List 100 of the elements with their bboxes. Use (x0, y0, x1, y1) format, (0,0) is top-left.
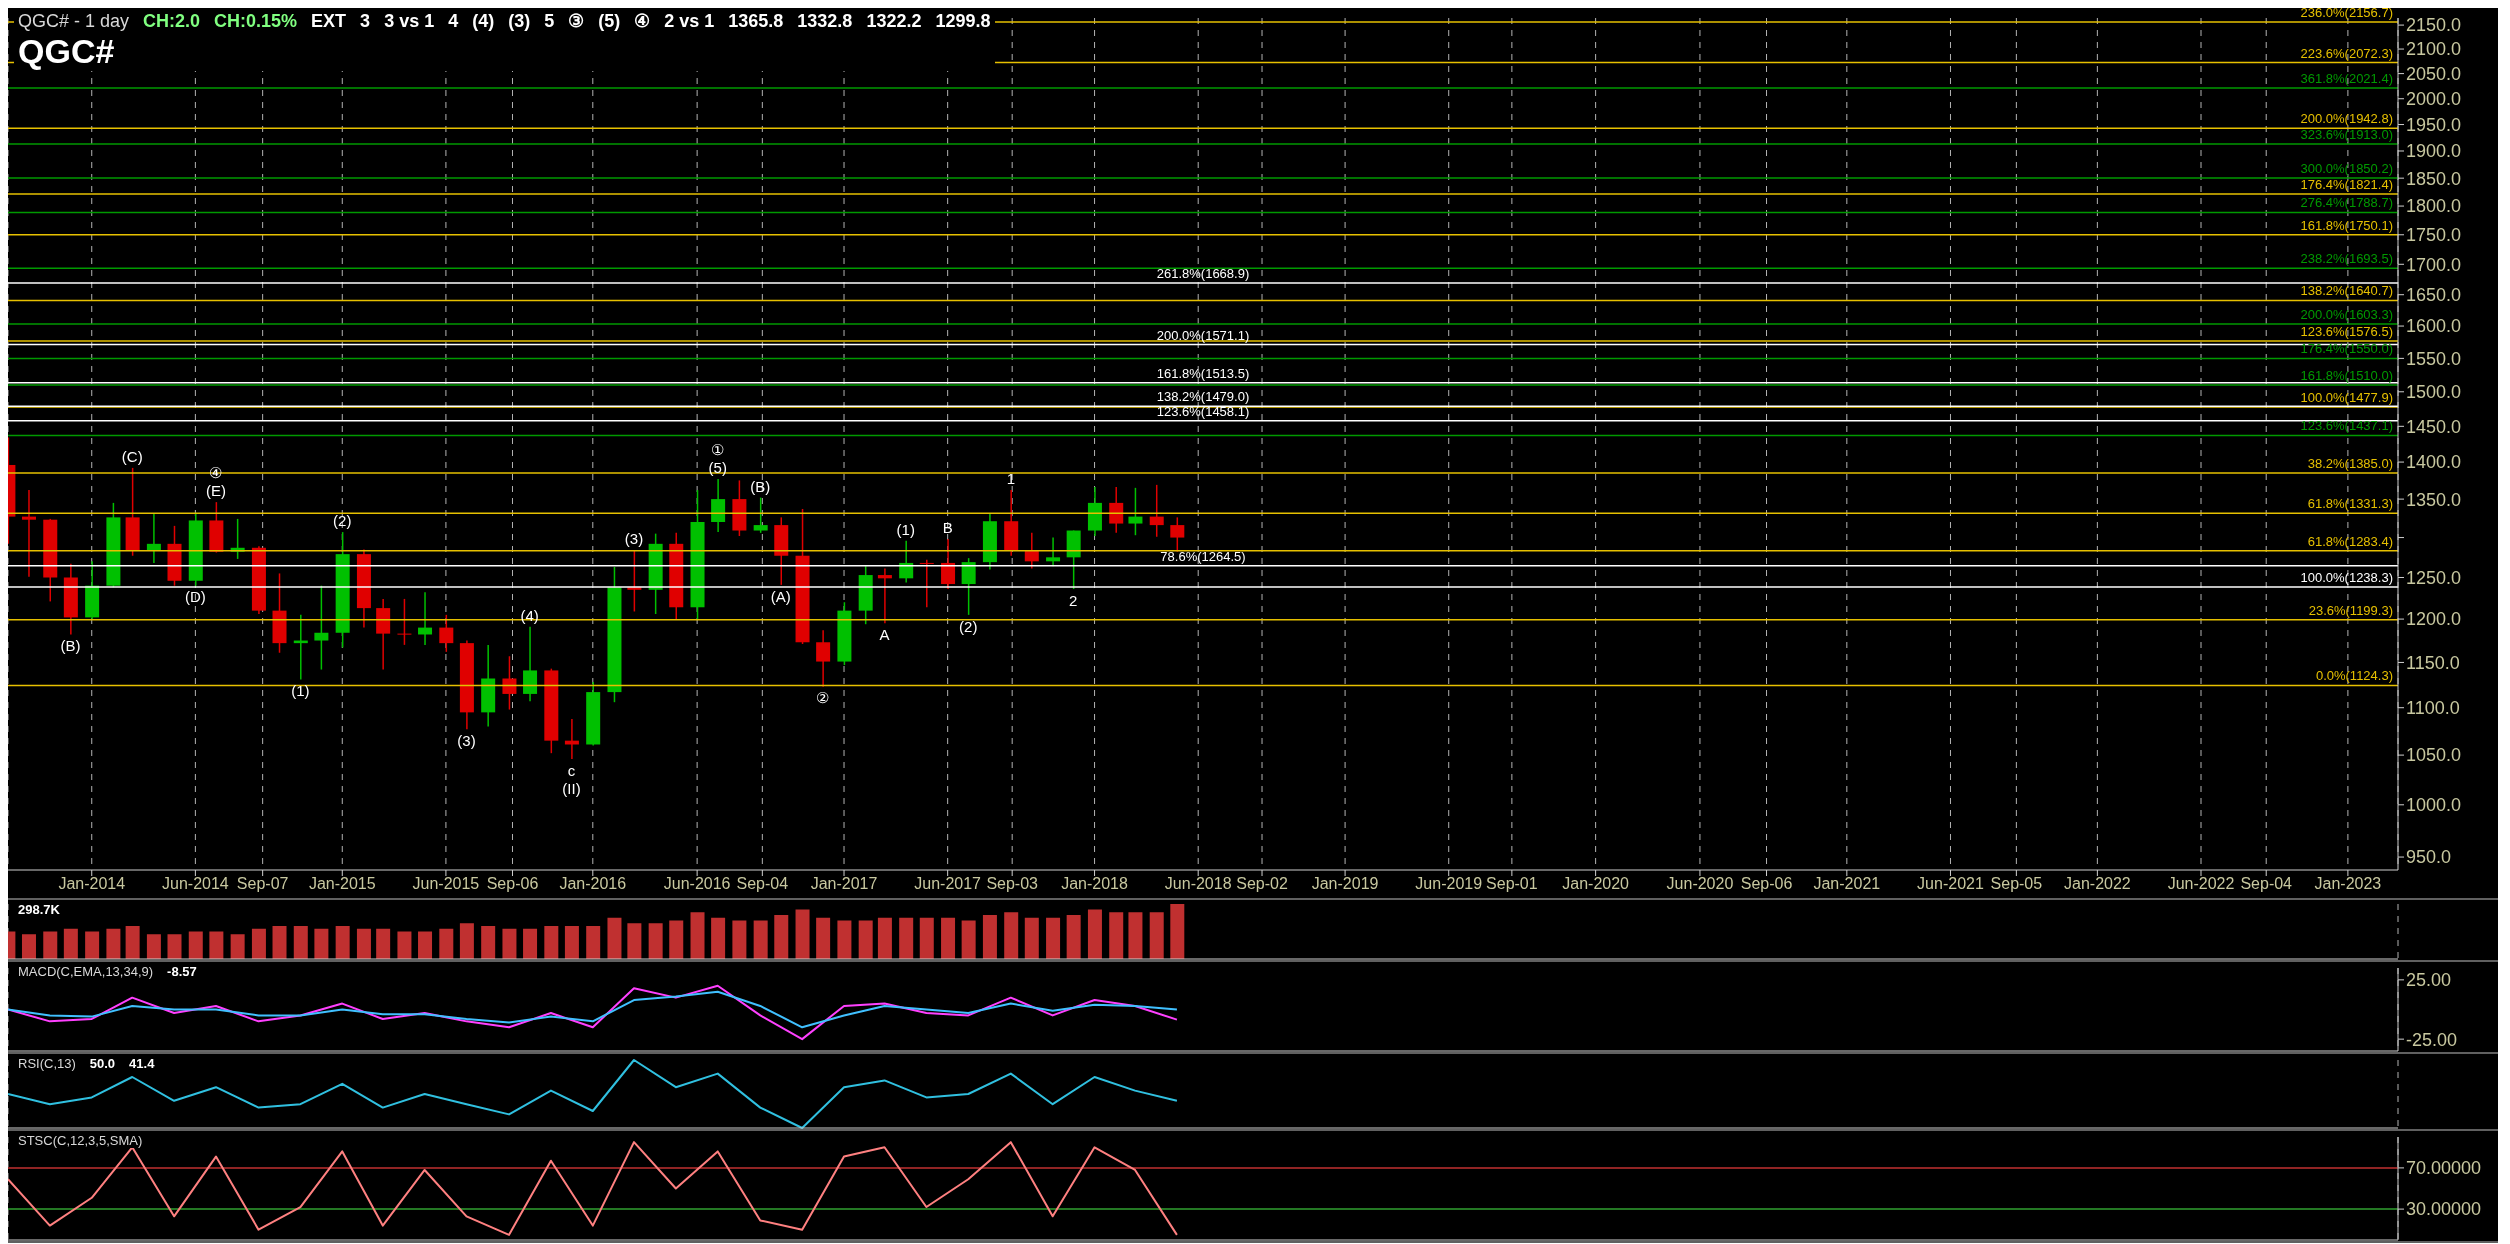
bar (1149, 912, 1164, 959)
bar (586, 926, 601, 959)
y-tick-label: 1450.0 (2406, 416, 2462, 437)
ref-line-label: 23.6%(1199.3) (2308, 602, 2393, 618)
bar (293, 926, 308, 959)
annotation: 1365.8 (728, 11, 784, 32)
bar (1087, 909, 1102, 959)
y-tick-label: 2050.0 (2406, 63, 2462, 84)
y-tick-label: 1900.0 (2406, 141, 2462, 162)
bar (732, 920, 747, 959)
y-tick-label: 1350.0 (2406, 489, 2462, 510)
ref-line-label: 161.8%(1750.1) (2300, 217, 2393, 233)
annotation: CH:2.0 (143, 11, 201, 32)
bar (669, 920, 684, 959)
annotation: A (879, 625, 890, 643)
x-tick-label: Sep-01 (1486, 875, 1538, 893)
y-tick-label: 1250.0 (2406, 567, 2462, 588)
bar (1109, 912, 1124, 959)
bar (858, 920, 873, 959)
annotation: 1332.8 (797, 11, 853, 32)
ref-line-label: 200.0%(1942.8) (2300, 111, 2393, 127)
bar (251, 928, 266, 959)
annotation: 298.7K (18, 902, 60, 917)
y-tick-label: 1850.0 (2406, 168, 2462, 189)
y-tick-label: 30.00000 (2406, 1199, 2482, 1220)
ref-line-label: 261.8%(1668.9) (1156, 266, 1250, 282)
ref-line-label: 61.8%(1283.4) (2307, 533, 2393, 549)
annotation: 2 vs 1 (664, 11, 715, 32)
annotation: (1) (291, 682, 310, 700)
y-tick-label: 1050.0 (2406, 745, 2462, 766)
x-tick-label: Jan-2021 (1813, 875, 1881, 893)
candlestick (21, 489, 36, 578)
line-series (8, 984, 1178, 1041)
x-tick-label: Jun-2018 (1164, 875, 1232, 893)
bar (961, 920, 976, 959)
ref-line-label: 323.6%(1913.0) (2300, 127, 2393, 143)
ref-line-label: 100.0%(1477.9) (2300, 389, 2393, 405)
bar (919, 917, 934, 959)
annotation: (II) (562, 779, 581, 797)
bar (188, 931, 203, 959)
ref-line-label: 236.0%(2156.7) (2300, 4, 2393, 20)
x-tick-label: Jun-2022 (2167, 875, 2235, 893)
y-tick-label: 1550.0 (2406, 348, 2462, 369)
y-tick-label: 1000.0 (2406, 795, 2462, 816)
annotation: (1) (896, 520, 915, 538)
annotation: 50.0 (89, 1056, 116, 1071)
annotation: 1322.2 (866, 11, 922, 32)
annotation: (3) (457, 731, 476, 749)
bar (523, 928, 538, 959)
y-tick-label: 1650.0 (2406, 285, 2462, 306)
bar (481, 926, 496, 959)
x-tick-label: Sep-06 (1740, 875, 1793, 893)
bar (711, 917, 726, 959)
bar (1024, 917, 1039, 959)
y-tick-label: 2150.0 (2406, 15, 2462, 36)
annotation: -8.57 (167, 964, 197, 979)
x-tick-label: Jun-2017 (914, 875, 982, 893)
bar (816, 917, 831, 959)
annotation: c (567, 761, 576, 779)
bar (125, 926, 140, 959)
ref-line-label: 300.0%(1850.2) (2300, 161, 2393, 177)
annotation: ① (711, 440, 725, 458)
annotation: B (942, 519, 953, 537)
ref-line-label: 161.8%(1513.5) (1156, 365, 1250, 381)
x-tick-label: Sep-04 (2240, 875, 2293, 893)
x-tick-label: Jan-2015 (308, 875, 376, 893)
chart-title: QGC# - 1 day (18, 11, 130, 32)
annotation: (3) (624, 530, 644, 548)
y-tick-label: 950.0 (2406, 847, 2452, 868)
y-tick-label: 1750.0 (2406, 225, 2462, 246)
bar (899, 917, 914, 959)
candlestick (397, 598, 412, 646)
candlestick (877, 567, 892, 625)
x-tick-label: Sep-04 (736, 875, 789, 893)
ref-line-label: 176.4%(1550.0) (2300, 341, 2393, 357)
annotation: 3 (360, 11, 371, 32)
x-tick-label: Sep-06 (486, 875, 539, 893)
x-tick-label: Jan-2019 (1311, 875, 1379, 893)
candlestick (961, 557, 976, 616)
ref-line-label: 123.6%(1437.1) (2300, 418, 2393, 434)
bar (314, 928, 329, 959)
annotation: 2 (1069, 591, 1078, 609)
y-tick-label: 1400.0 (2406, 452, 2462, 473)
y-tick-label: -25.00 (2406, 1029, 2458, 1050)
bar (85, 931, 100, 959)
annotation: 1 (1006, 470, 1015, 488)
annotation: EXT (311, 11, 347, 32)
bar (753, 920, 768, 959)
y-tick-label: 1200.0 (2406, 609, 2462, 630)
annotation: (4) (472, 11, 495, 32)
ref-line-label: 123.6%(1458.1) (1156, 403, 1250, 419)
annotation: (3) (508, 11, 531, 32)
bar (459, 923, 474, 959)
chart-title: RSI(C,13) (18, 1056, 76, 1071)
candlestick (1128, 487, 1143, 536)
bar (376, 928, 391, 959)
chart-title: STSC(C,12,3,5,SMA) (18, 1133, 143, 1148)
ref-line-label: 361.8%(2021.4) (2300, 70, 2393, 86)
ref-line-label: 138.2%(1640.7) (2300, 283, 2393, 299)
bar (564, 926, 579, 959)
